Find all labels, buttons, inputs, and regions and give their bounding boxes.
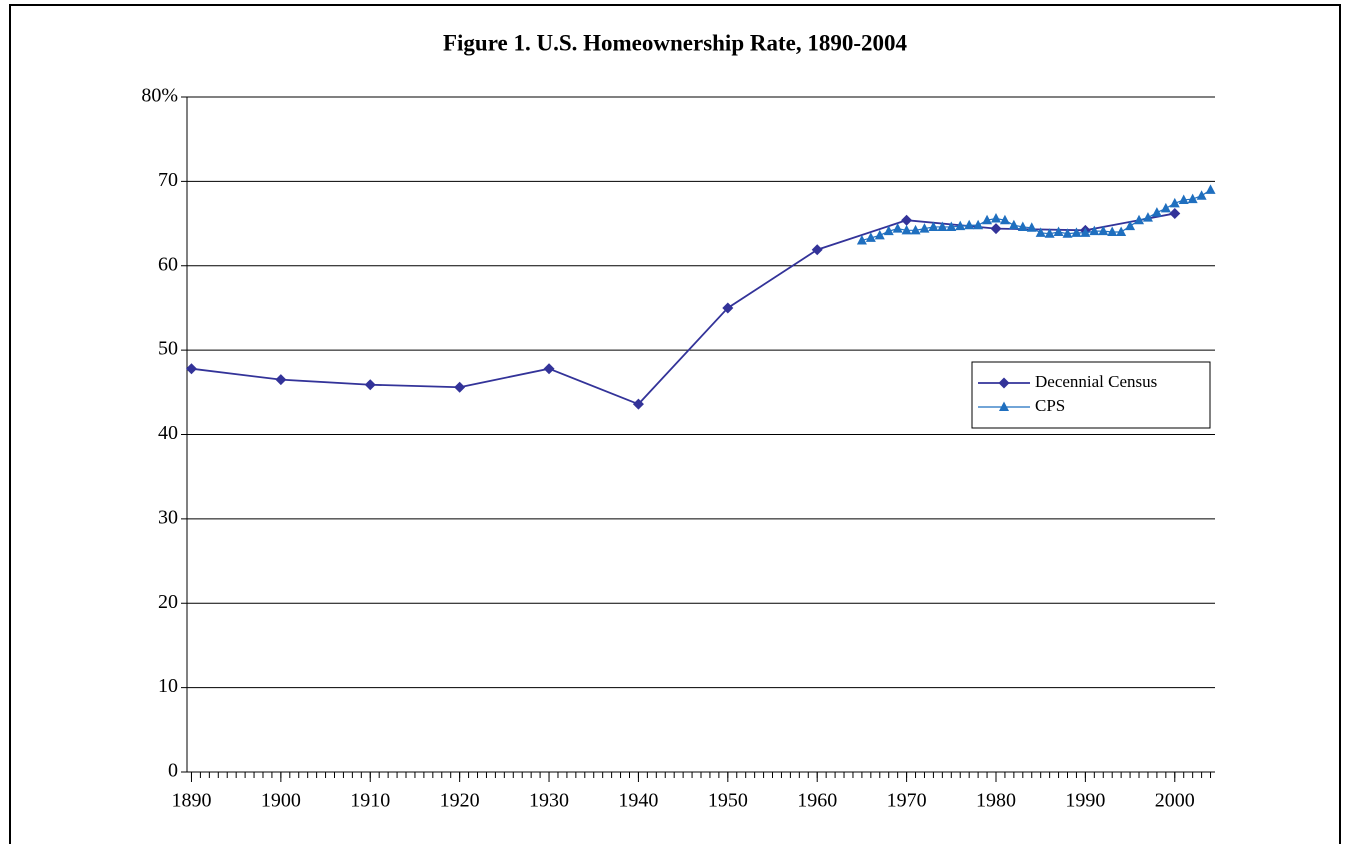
y-tick-label: 40 <box>158 422 178 444</box>
point <box>1053 226 1064 236</box>
legend-label: Decennial Census <box>1035 372 1157 391</box>
point <box>892 223 903 233</box>
point <box>1169 207 1181 219</box>
point <box>185 363 197 375</box>
point <box>1026 222 1037 232</box>
point <box>919 223 930 233</box>
x-tick-label: 1920 <box>440 790 480 812</box>
point <box>364 379 376 391</box>
point <box>928 221 939 231</box>
point <box>722 302 734 314</box>
point <box>1107 226 1118 236</box>
legend-marker <box>998 377 1010 389</box>
point <box>874 229 885 240</box>
legend: Decennial Census CPS <box>971 361 1211 429</box>
x-tick-label: 1980 <box>976 790 1016 812</box>
point <box>990 223 1002 235</box>
point <box>1062 228 1073 238</box>
y-tick-label: 0 <box>168 760 178 782</box>
point <box>1205 184 1216 194</box>
x-tick-label: 1900 <box>261 790 301 812</box>
series-line <box>861 189 1211 242</box>
point <box>982 214 993 225</box>
point <box>999 214 1010 225</box>
point <box>865 232 876 242</box>
point <box>1125 220 1136 231</box>
x-tick-label: 1890 <box>171 790 211 812</box>
point <box>1160 202 1171 213</box>
legend-marker <box>999 401 1009 411</box>
y-tick-label: 10 <box>158 675 178 697</box>
point <box>1089 225 1100 236</box>
point <box>632 398 644 410</box>
frame <box>9 4 1341 849</box>
y-tick-label: 50 <box>158 338 178 360</box>
y-tick-label: 80% <box>141 85 178 107</box>
point <box>275 374 287 386</box>
point <box>1044 228 1055 238</box>
y-tick-label: 70 <box>158 169 178 191</box>
point <box>990 213 1001 223</box>
x-tick-label: 1930 <box>529 790 569 812</box>
point <box>1187 193 1198 204</box>
point <box>1142 212 1153 222</box>
point <box>1035 227 1046 237</box>
point <box>1169 197 1180 208</box>
x-tick-label: 1960 <box>797 790 837 812</box>
point <box>955 220 966 231</box>
legend-label: CPS <box>1035 396 1065 415</box>
point <box>856 234 867 245</box>
x-tick-label: 1910 <box>350 790 390 812</box>
point <box>910 224 921 235</box>
x-tick-label: 1990 <box>1065 790 1105 812</box>
y-tick-label: 20 <box>158 591 178 613</box>
point <box>937 221 948 231</box>
point <box>883 225 894 236</box>
y-tick-label: 60 <box>158 253 178 275</box>
point <box>1151 207 1162 217</box>
chart-title: Figure 1. U.S. Homeownership Rate, 1890-… <box>443 30 908 55</box>
point <box>543 363 555 375</box>
point <box>901 214 913 226</box>
y-tick-label: 30 <box>158 506 178 528</box>
point <box>1116 226 1127 236</box>
point <box>1071 227 1082 237</box>
point <box>1080 227 1091 237</box>
point <box>454 381 466 393</box>
point <box>964 219 975 230</box>
point <box>1008 219 1019 230</box>
point <box>1196 190 1207 200</box>
point <box>811 244 823 256</box>
point <box>1134 214 1145 225</box>
point <box>1017 221 1028 231</box>
point <box>1178 194 1189 204</box>
x-tick-label: 1950 <box>708 790 748 812</box>
legend-box <box>971 361 1211 429</box>
x-tick-label: 2000 <box>1155 790 1195 812</box>
point <box>901 224 912 235</box>
x-tick-label: 1970 <box>887 790 927 812</box>
point <box>1098 225 1109 236</box>
point <box>946 221 957 231</box>
x-tick-label: 1940 <box>618 790 658 812</box>
point <box>973 219 984 230</box>
